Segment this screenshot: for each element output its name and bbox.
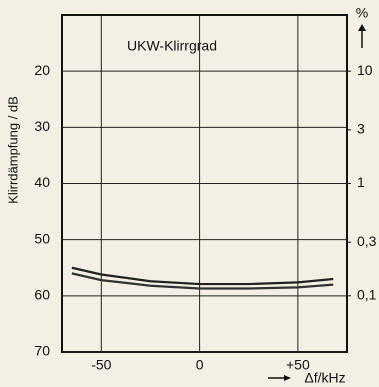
y2-tick-label: 0,3: [357, 233, 377, 249]
y-tick-label: 20: [34, 62, 50, 78]
y2-tick-label: 1: [357, 174, 365, 190]
x-axis-label: Δf/kHz: [304, 370, 345, 386]
x-tick-label: 0: [196, 357, 204, 373]
y2-axis-label: %: [356, 5, 368, 21]
y2-tick-label: 3: [357, 121, 365, 137]
x-arrow-head: [284, 375, 291, 381]
series-line: [71, 272, 334, 290]
y2-arrow-head: [358, 24, 366, 31]
y-tick-label: 40: [34, 174, 50, 190]
y-tick-label: 60: [34, 287, 50, 303]
y-tick-label: 50: [34, 230, 50, 246]
y2-tick-label: 10: [357, 62, 373, 78]
y-axis-label: Klirrdämpfung / dB: [5, 96, 20, 204]
x-tick-label: +50: [286, 357, 310, 373]
y2-tick-label: 0,1: [357, 287, 377, 303]
y-tick-label: 30: [34, 118, 50, 134]
chart-title: UKW-Klirrgrad: [127, 38, 217, 54]
x-tick-label: -50: [91, 357, 111, 373]
series-line: [71, 266, 334, 286]
y-tick-label: 70: [34, 343, 50, 359]
